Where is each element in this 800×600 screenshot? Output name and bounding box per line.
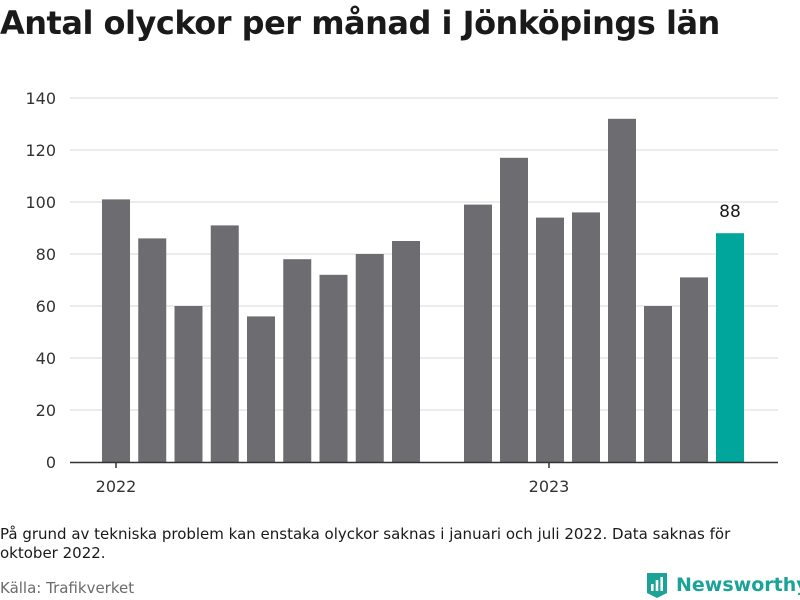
bar [572,212,600,462]
y-tick-label: 80 [36,245,56,264]
chart-title: Antal olyckor per månad i Jönköpings län [0,4,720,42]
y-tick-label: 60 [36,297,56,316]
bar [102,199,130,462]
y-tick-label: 0 [46,453,56,472]
bar [247,316,275,462]
bar [608,118,636,463]
bar [392,241,420,462]
bar [464,204,492,462]
chart-source: Källa: Trafikverket [0,579,135,597]
y-tick-label: 20 [36,401,56,420]
x-tick-label: 2023 [529,477,570,496]
bar [355,254,384,462]
chart-note: På grund av tekniska problem kan enstaka… [0,525,731,562]
bar-chart: 0 20 40 60 80 100 120 140 88 2022 2023 [25,89,778,496]
bar [644,306,672,462]
x-tick-label: 2022 [96,477,137,496]
y-tick-label: 40 [36,349,56,368]
logo-text: Newsworthy [676,574,800,596]
bar [716,233,744,462]
bar [174,306,203,462]
bar [500,157,528,463]
bar [210,225,239,462]
bar [536,217,564,462]
y-tick-label: 120 [25,141,56,160]
bar-chart-logo-icon [647,573,667,598]
bar [680,277,708,462]
y-tick-label: 100 [25,193,56,212]
bar [138,238,167,462]
bar [319,274,348,462]
y-tick-label: 140 [25,89,56,108]
data-label: 88 [719,202,741,222]
newsworthy-logo[interactable]: Newsworthy [645,570,800,600]
bar [283,259,312,462]
